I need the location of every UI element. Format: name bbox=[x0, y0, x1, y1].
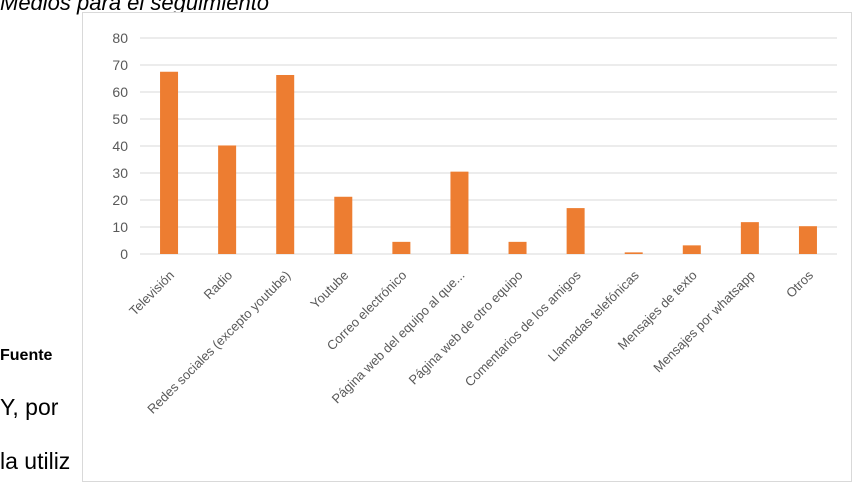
bar bbox=[392, 241, 411, 254]
paragraph-line-2: la utiliz bbox=[0, 448, 71, 474]
paragraph-line-1: Y, por bbox=[0, 394, 59, 420]
y-tick-label: 40 bbox=[112, 138, 128, 154]
bar bbox=[276, 74, 295, 254]
y-tick-label: 50 bbox=[112, 111, 128, 127]
y-tick-label: 0 bbox=[120, 246, 128, 262]
y-tick-label: 20 bbox=[112, 192, 128, 208]
x-tick-label: Página web de otro equipo bbox=[406, 268, 526, 388]
y-tick-label: 80 bbox=[112, 30, 128, 46]
bar bbox=[160, 71, 179, 254]
x-tick-label: Radio bbox=[201, 268, 236, 303]
bar bbox=[450, 171, 469, 254]
bar bbox=[566, 208, 585, 254]
x-tick-label: Youtube bbox=[307, 268, 351, 312]
y-tick-label: 60 bbox=[112, 84, 128, 100]
document-title-fragment: Medios para el seguimiento bbox=[0, 0, 270, 15]
bar bbox=[682, 245, 701, 254]
bar bbox=[218, 145, 237, 254]
x-tick-label: Comentarios de los amigos bbox=[462, 267, 584, 389]
bar bbox=[508, 241, 527, 254]
y-tick-label: 10 bbox=[112, 219, 128, 235]
chart-frame: 0 10 20 30 40 50 60 70 80 Televisión Radio Redes so… bbox=[82, 12, 852, 482]
bar bbox=[740, 222, 759, 254]
x-tick-label: Televisión bbox=[126, 268, 177, 319]
bar bbox=[798, 226, 817, 254]
y-tick-label: 30 bbox=[112, 165, 128, 181]
x-tick-label: Otros bbox=[783, 267, 816, 300]
source-label-fragment: Fuente bbox=[0, 347, 53, 364]
bar bbox=[624, 252, 643, 254]
bar bbox=[334, 196, 353, 254]
x-tick-label: Mensajes por whatsapp bbox=[650, 268, 758, 376]
y-tick-label: 70 bbox=[112, 57, 128, 73]
